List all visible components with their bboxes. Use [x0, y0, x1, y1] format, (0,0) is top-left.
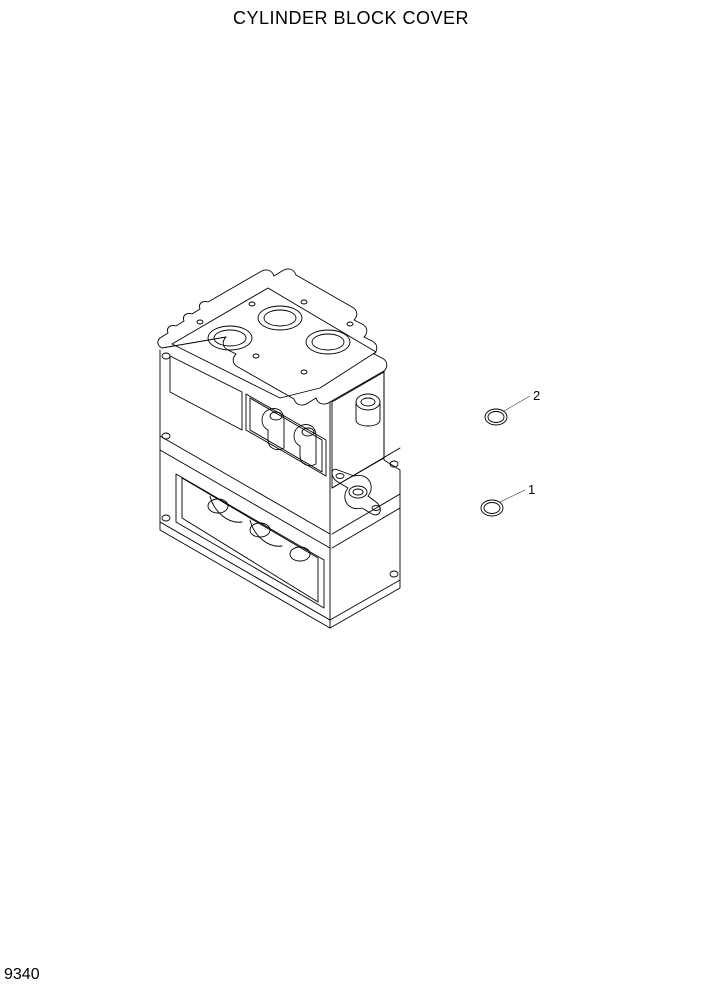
lower-bore-3 — [290, 547, 310, 561]
edge-bolt — [162, 433, 170, 439]
callout-ring-2 — [485, 409, 507, 425]
edge-bolt — [162, 353, 170, 359]
bolt-hole — [197, 320, 203, 324]
port-upper-inner — [361, 398, 375, 406]
deck-outline — [158, 269, 387, 405]
edge-bolt — [390, 571, 398, 577]
deck-inner — [172, 288, 376, 398]
bolt-hole — [253, 354, 259, 358]
lower-window-inner — [182, 478, 318, 602]
callout-label-1: 1 — [528, 482, 535, 497]
lower-window — [176, 474, 324, 608]
bore-3-inner — [312, 334, 344, 350]
callout-ring-1 — [481, 500, 503, 516]
upper-window-left — [170, 356, 242, 430]
mid-rail-top — [160, 436, 330, 534]
diagram-svg — [100, 260, 540, 700]
exploded-diagram: 1 2 — [100, 260, 540, 700]
bolt-hole — [347, 322, 353, 326]
bolt-hole — [249, 302, 255, 306]
page-title: CYLINDER BLOCK COVER — [0, 8, 702, 29]
leader-2 — [504, 396, 530, 411]
page-number: 9340 — [4, 966, 40, 984]
port-upper — [356, 394, 380, 410]
center-flange — [332, 469, 380, 515]
leader-1 — [500, 490, 525, 502]
bottom-front-edge — [160, 522, 330, 620]
bolt-hole — [301, 370, 307, 374]
bottom-flange — [160, 522, 400, 628]
boss-group — [262, 408, 316, 465]
lower-bore-1 — [208, 499, 228, 513]
page: CYLINDER BLOCK COVER — [0, 0, 702, 992]
callout-label-2: 2 — [533, 388, 540, 403]
side-rail-r1 — [332, 448, 400, 488]
bore-2-inner — [264, 310, 296, 326]
lower-bore-2 — [250, 523, 270, 537]
edge-bolt — [162, 515, 170, 521]
bolt-hole — [301, 300, 307, 304]
